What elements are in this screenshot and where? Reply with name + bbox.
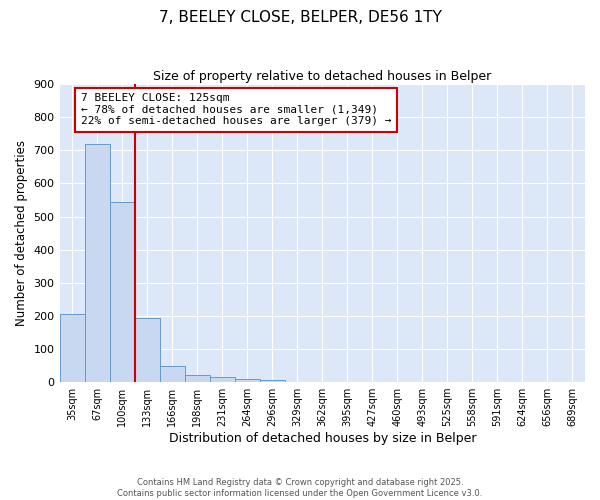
Bar (110, 202, 134, 382)
Text: 7 BEELEY CLOSE: 125sqm
← 78% of detached houses are smaller (1,349)
22% of semi-: 7 BEELEY CLOSE: 125sqm ← 78% of detached… (80, 93, 391, 126)
Bar (260, 380, 285, 382)
Bar (59, 314, 85, 382)
Bar (235, 379, 260, 382)
Bar (209, 377, 235, 382)
Bar (85, 144, 110, 382)
Text: 7, BEELEY CLOSE, BELPER, DE56 1TY: 7, BEELEY CLOSE, BELPER, DE56 1TY (158, 10, 442, 25)
X-axis label: Distribution of detached houses by size in Belper: Distribution of detached houses by size … (169, 432, 476, 445)
Title: Size of property relative to detached houses in Belper: Size of property relative to detached ho… (153, 70, 491, 83)
Bar (134, 318, 160, 382)
Y-axis label: Number of detached properties: Number of detached properties (15, 140, 28, 326)
Bar (185, 375, 209, 382)
Bar (160, 366, 185, 382)
Text: Contains HM Land Registry data © Crown copyright and database right 2025.
Contai: Contains HM Land Registry data © Crown c… (118, 478, 482, 498)
